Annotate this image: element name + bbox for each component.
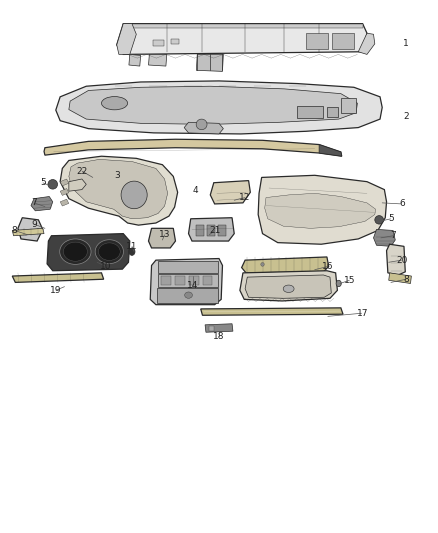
Text: 13: 13	[159, 230, 170, 239]
Bar	[175, 276, 185, 285]
Polygon shape	[265, 193, 376, 228]
Polygon shape	[117, 23, 367, 54]
Polygon shape	[56, 81, 382, 134]
Ellipse shape	[196, 119, 207, 130]
Ellipse shape	[48, 180, 57, 189]
Polygon shape	[387, 244, 405, 275]
Bar	[196, 225, 204, 236]
Polygon shape	[210, 181, 251, 204]
Polygon shape	[123, 23, 363, 28]
Text: 7: 7	[390, 231, 396, 240]
Bar	[332, 33, 354, 49]
Text: 17: 17	[357, 309, 368, 318]
Polygon shape	[184, 122, 223, 134]
Ellipse shape	[102, 96, 127, 110]
Polygon shape	[69, 159, 168, 219]
Bar	[327, 108, 338, 117]
Text: 4: 4	[192, 185, 198, 195]
Polygon shape	[69, 179, 86, 191]
Polygon shape	[69, 86, 357, 124]
Text: 2: 2	[403, 112, 409, 122]
Ellipse shape	[129, 248, 135, 255]
Ellipse shape	[99, 243, 120, 261]
Polygon shape	[12, 273, 104, 282]
Bar	[157, 288, 218, 303]
Bar	[153, 40, 164, 46]
Polygon shape	[148, 54, 167, 66]
Polygon shape	[245, 275, 331, 298]
Text: 21: 21	[209, 226, 220, 235]
Text: 22: 22	[76, 166, 88, 175]
Text: 6: 6	[399, 199, 405, 208]
Ellipse shape	[261, 263, 264, 266]
Text: 8: 8	[403, 274, 409, 284]
Text: 14: 14	[187, 280, 198, 289]
Polygon shape	[240, 271, 337, 301]
Bar	[158, 261, 218, 273]
Text: 1: 1	[403, 39, 409, 49]
Polygon shape	[60, 156, 178, 225]
Polygon shape	[242, 257, 328, 273]
Polygon shape	[196, 54, 223, 71]
Ellipse shape	[336, 280, 341, 287]
Polygon shape	[47, 233, 130, 271]
Polygon shape	[205, 324, 233, 332]
Ellipse shape	[95, 240, 124, 264]
Bar	[306, 33, 328, 49]
Polygon shape	[201, 308, 343, 316]
Polygon shape	[188, 217, 234, 241]
Bar	[297, 107, 323, 118]
Text: 5: 5	[40, 178, 46, 187]
Ellipse shape	[375, 216, 384, 224]
Text: 18: 18	[213, 332, 225, 341]
Polygon shape	[60, 179, 69, 186]
Ellipse shape	[185, 292, 192, 298]
Polygon shape	[148, 228, 176, 248]
Polygon shape	[44, 139, 342, 156]
Polygon shape	[31, 197, 53, 211]
Bar	[207, 225, 215, 236]
Bar	[189, 276, 198, 285]
Ellipse shape	[60, 239, 91, 264]
Ellipse shape	[283, 285, 294, 293]
Text: 9: 9	[31, 220, 37, 229]
Bar	[341, 98, 356, 113]
Polygon shape	[389, 273, 411, 284]
Text: 20: 20	[396, 256, 407, 265]
Polygon shape	[18, 217, 43, 241]
Bar	[218, 225, 226, 236]
Polygon shape	[78, 160, 97, 171]
Text: 11: 11	[126, 242, 138, 251]
Ellipse shape	[121, 181, 147, 209]
Text: 7: 7	[31, 198, 37, 207]
Polygon shape	[374, 229, 395, 246]
Polygon shape	[258, 175, 387, 244]
Bar	[203, 276, 212, 285]
Polygon shape	[60, 189, 69, 196]
Bar	[158, 274, 218, 287]
Polygon shape	[12, 228, 44, 236]
Text: 19: 19	[50, 286, 62, 295]
Bar	[208, 326, 214, 330]
Polygon shape	[319, 144, 342, 156]
Polygon shape	[60, 199, 69, 206]
Text: 5: 5	[388, 214, 394, 223]
Bar	[161, 276, 171, 285]
Polygon shape	[358, 33, 375, 54]
Text: 12: 12	[240, 193, 251, 202]
Polygon shape	[117, 23, 136, 54]
Text: 16: 16	[322, 262, 334, 271]
Polygon shape	[150, 259, 223, 305]
Text: 10: 10	[100, 262, 112, 271]
Bar	[171, 38, 179, 44]
Text: 8: 8	[11, 226, 18, 235]
Ellipse shape	[64, 242, 87, 261]
Text: 3: 3	[114, 171, 120, 180]
Text: 15: 15	[344, 276, 355, 285]
Polygon shape	[129, 54, 141, 66]
